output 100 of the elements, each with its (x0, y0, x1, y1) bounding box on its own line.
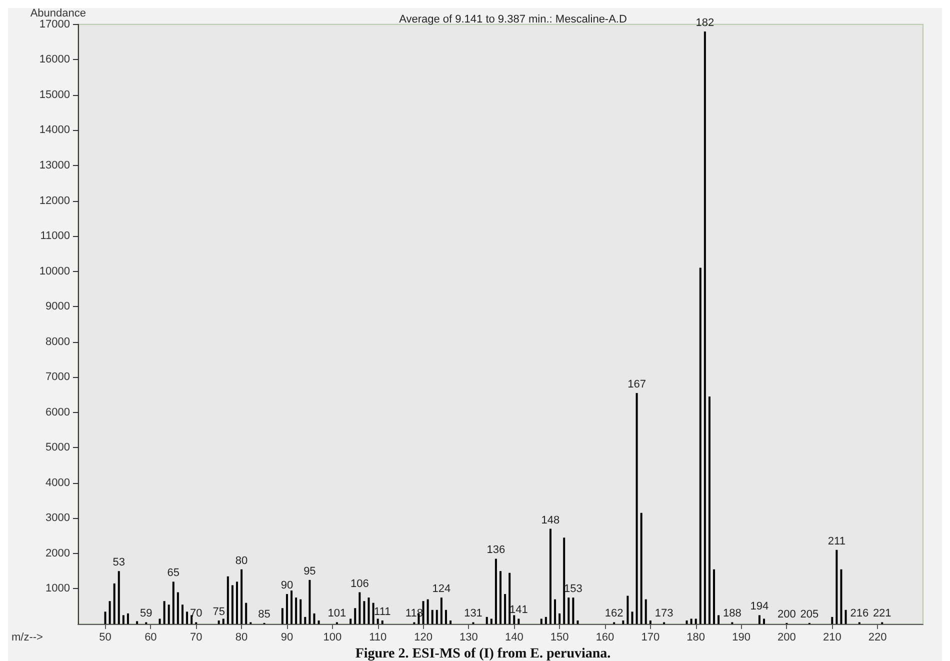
y-tick-label: 17000 (39, 18, 70, 30)
x-tick-label: 120 (414, 632, 432, 644)
bar (690, 618, 692, 624)
x-axis-title: m/z--> (12, 632, 43, 644)
bar (290, 590, 293, 624)
x-tick-label: 190 (732, 632, 750, 644)
bar (295, 598, 298, 624)
annotation: 95 (304, 565, 316, 578)
bar (163, 601, 166, 624)
x-tick-label: 80 (235, 632, 248, 644)
x-tick-label: 90 (280, 632, 294, 644)
bar (358, 592, 361, 624)
bar (308, 580, 311, 624)
bar (649, 620, 652, 624)
y-axis-title: Abundance (30, 8, 86, 20)
annotation: 167 (628, 378, 646, 390)
y-tick-label: 16000 (39, 54, 70, 66)
bar (626, 596, 629, 624)
x-tick-label: 50 (99, 632, 112, 644)
annotation: 173 (654, 608, 674, 620)
bar (436, 610, 438, 624)
bar (222, 618, 224, 624)
annotation: 70 (190, 608, 202, 620)
bar (422, 601, 424, 624)
x-tick-label: 70 (190, 632, 202, 644)
bar (694, 618, 697, 624)
y-tick-label: 5000 (46, 442, 70, 454)
bar (226, 576, 229, 624)
bar (563, 538, 566, 624)
annotation: 153 (564, 583, 582, 596)
bar (190, 615, 193, 624)
bar (245, 602, 248, 624)
annotation: 162 (604, 608, 624, 620)
bar (286, 594, 288, 624)
bar (686, 620, 688, 624)
bar (504, 594, 506, 624)
bar (644, 599, 647, 624)
annotation: 148 (541, 514, 560, 526)
bar (718, 615, 720, 624)
bar (840, 569, 842, 624)
bar (113, 583, 116, 624)
x-tick-label: 140 (504, 632, 524, 644)
bar (172, 582, 174, 624)
y-tick-label: 4000 (46, 476, 70, 489)
bar (713, 569, 716, 624)
bar (758, 615, 760, 624)
bar (708, 396, 710, 624)
bar (444, 610, 447, 624)
annotation: 106 (350, 578, 369, 590)
bar (572, 598, 574, 624)
bar (231, 585, 234, 624)
chart-title: Average of 9.141 to 9.387 min.: Mescaline-A.D (399, 14, 627, 26)
bar (368, 598, 370, 624)
bar (304, 616, 306, 624)
annotation: 200 (778, 608, 796, 620)
annotation: 136 (486, 544, 506, 556)
x-tick-label: 180 (686, 632, 706, 644)
y-tick-label: 13000 (39, 159, 70, 172)
y-tick-label: 8000 (46, 336, 70, 348)
bar (122, 615, 124, 624)
bar (381, 620, 384, 624)
bar (168, 604, 170, 624)
annotation: 118 (405, 608, 423, 620)
bar (558, 613, 561, 624)
bar (104, 612, 106, 624)
x-tick-label: 170 (641, 632, 660, 644)
annotation: 59 (140, 608, 152, 620)
bar (440, 598, 442, 624)
bar (176, 592, 179, 624)
bar (376, 618, 379, 624)
annotation: 131 (464, 608, 482, 620)
x-tick-label: 220 (868, 632, 887, 644)
bar (281, 608, 284, 624)
y-tick-label: 11000 (40, 230, 70, 242)
bar (636, 392, 638, 624)
bar (372, 602, 374, 624)
bar (158, 618, 161, 624)
annotation: 211 (828, 535, 846, 548)
x-tick-label: 110 (369, 632, 387, 644)
annotation: 53 (112, 556, 126, 569)
x-tick-label: 100 (323, 632, 342, 644)
y-tick-label: 7000 (46, 371, 70, 384)
bar (318, 620, 320, 624)
y-tick-label: 1000 (46, 582, 70, 595)
annotation: 182 (696, 16, 714, 29)
bar (218, 620, 220, 624)
y-tick-label: 6000 (46, 406, 70, 418)
bar (313, 613, 316, 624)
bar (108, 601, 111, 624)
bar (350, 618, 352, 624)
bar (554, 599, 556, 624)
x-tick-label: 130 (460, 632, 478, 644)
bar (836, 550, 838, 624)
y-tick-label: 10000 (39, 265, 70, 278)
bar (831, 616, 834, 624)
bar (540, 618, 542, 624)
bar (431, 610, 434, 624)
annotation: 101 (328, 608, 346, 620)
bar (844, 610, 847, 624)
bar (500, 571, 502, 624)
